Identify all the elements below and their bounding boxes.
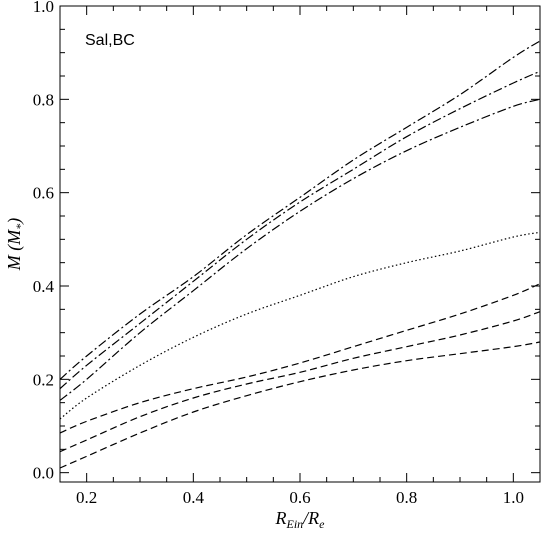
x-tick-label: 0.8 [396,488,417,507]
y-tick-label: 0.0 [33,464,54,483]
y-tick-label: 0.4 [33,277,55,296]
x-tick-label: 0.4 [183,488,205,507]
series-line-6-dashed [59,311,541,453]
series-layer [59,40,541,469]
series-line-7-dashed [59,341,541,469]
x-tick-label: 0.2 [76,488,97,507]
y-tick-label: 0.6 [33,184,54,203]
series-line-2-dashdot [59,70,541,390]
series-line-4-dotted [59,231,541,420]
y-tick-label: 0.8 [33,90,54,109]
x-tick-label: 1.0 [503,488,524,507]
y-axis-label: M (M*) [4,218,27,272]
tick-labels: 0.2 0.4 0.6 0.8 1.0 0.0 0.2 0.4 0.6 0.8 1.0 [33,0,524,507]
plot-frame [59,5,541,483]
y-tick-label: 0.2 [33,370,54,389]
series-line-5-dashed [59,283,541,434]
series-line-3-dashdot [59,98,541,401]
axis-ticks [59,5,541,482]
series-line-1-dashdot [59,40,541,380]
y-tick-label: 1.0 [33,0,54,16]
x-tick-label: 0.6 [289,488,310,507]
x-axis-label: REin/Re [275,508,326,531]
chart-annotation: Sal,BC [85,32,135,49]
